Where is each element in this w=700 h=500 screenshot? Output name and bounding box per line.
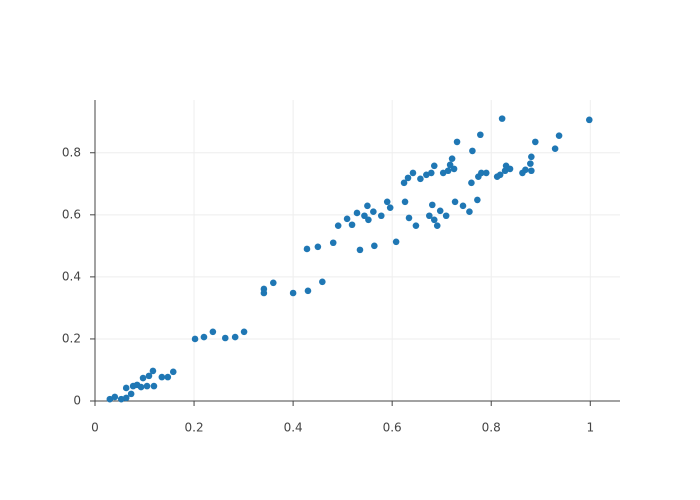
point bbox=[231, 333, 239, 341]
point bbox=[314, 243, 322, 251]
point bbox=[417, 175, 424, 183]
point bbox=[270, 279, 277, 287]
point bbox=[260, 289, 268, 297]
point bbox=[117, 395, 125, 403]
point bbox=[522, 166, 529, 174]
point bbox=[412, 222, 420, 229]
point bbox=[482, 169, 490, 177]
point bbox=[149, 367, 157, 375]
point bbox=[444, 167, 452, 175]
point bbox=[451, 198, 459, 206]
point bbox=[466, 208, 473, 216]
point bbox=[401, 198, 409, 206]
point bbox=[356, 246, 364, 254]
point bbox=[423, 171, 430, 179]
point bbox=[428, 201, 436, 209]
point bbox=[329, 239, 337, 247]
y-tick-label: 0.4 bbox=[62, 269, 81, 283]
point bbox=[289, 289, 297, 297]
x-tick-label: 0 bbox=[91, 421, 99, 435]
point bbox=[348, 221, 356, 229]
point bbox=[427, 169, 435, 177]
point bbox=[450, 165, 458, 173]
point bbox=[106, 395, 114, 403]
point bbox=[361, 212, 368, 220]
point bbox=[137, 383, 145, 391]
point bbox=[143, 382, 151, 390]
point bbox=[127, 390, 135, 398]
point bbox=[527, 160, 534, 167]
y-tick-label: 0.6 bbox=[62, 207, 81, 221]
point bbox=[169, 368, 177, 376]
point bbox=[405, 214, 413, 222]
point bbox=[371, 242, 378, 250]
point bbox=[145, 372, 153, 380]
point bbox=[585, 116, 593, 124]
point bbox=[370, 208, 377, 216]
point bbox=[334, 222, 342, 229]
point bbox=[409, 169, 417, 177]
point bbox=[506, 165, 514, 173]
y-tick-label: 0.8 bbox=[62, 145, 81, 159]
point bbox=[439, 169, 447, 177]
point bbox=[139, 374, 147, 382]
point bbox=[400, 179, 408, 187]
point bbox=[446, 161, 454, 169]
y-tick-label: 0 bbox=[73, 394, 81, 408]
point bbox=[364, 202, 371, 210]
point bbox=[528, 167, 535, 175]
point bbox=[468, 179, 475, 187]
point bbox=[377, 212, 385, 220]
point bbox=[404, 174, 412, 182]
point bbox=[474, 196, 481, 204]
point bbox=[392, 238, 400, 246]
x-tick-label: 0.4 bbox=[284, 421, 303, 435]
point bbox=[304, 287, 312, 295]
point bbox=[303, 245, 311, 253]
point bbox=[555, 132, 563, 139]
point bbox=[343, 215, 351, 223]
point bbox=[150, 382, 158, 390]
point bbox=[532, 138, 539, 146]
point bbox=[442, 212, 450, 220]
point bbox=[477, 131, 484, 139]
x-tick-label: 0.8 bbox=[482, 421, 501, 435]
x-tick-label: 1 bbox=[586, 421, 594, 435]
point bbox=[478, 169, 485, 177]
point bbox=[158, 373, 166, 381]
point bbox=[430, 162, 438, 170]
point bbox=[164, 373, 172, 381]
point bbox=[191, 335, 199, 343]
point bbox=[221, 334, 229, 342]
point bbox=[501, 167, 509, 175]
point bbox=[209, 328, 217, 336]
point bbox=[448, 155, 456, 162]
point bbox=[469, 147, 476, 155]
point bbox=[436, 207, 444, 215]
point bbox=[528, 153, 535, 161]
point bbox=[383, 198, 391, 206]
y-tick-label: 0.2 bbox=[62, 331, 81, 345]
point bbox=[122, 384, 130, 392]
point bbox=[240, 328, 248, 336]
point bbox=[200, 333, 208, 341]
point bbox=[122, 394, 130, 402]
x-tick-label: 0.6 bbox=[383, 421, 402, 435]
point bbox=[365, 216, 372, 224]
point bbox=[386, 204, 394, 211]
point bbox=[430, 216, 438, 224]
point bbox=[498, 115, 506, 122]
point bbox=[453, 138, 461, 146]
point bbox=[433, 222, 441, 229]
point bbox=[353, 209, 361, 217]
x-tick-label: 0.2 bbox=[185, 421, 204, 435]
point bbox=[426, 212, 433, 220]
point bbox=[459, 202, 467, 210]
point bbox=[319, 278, 326, 286]
point bbox=[496, 171, 504, 179]
point bbox=[111, 393, 119, 401]
point bbox=[551, 145, 559, 153]
